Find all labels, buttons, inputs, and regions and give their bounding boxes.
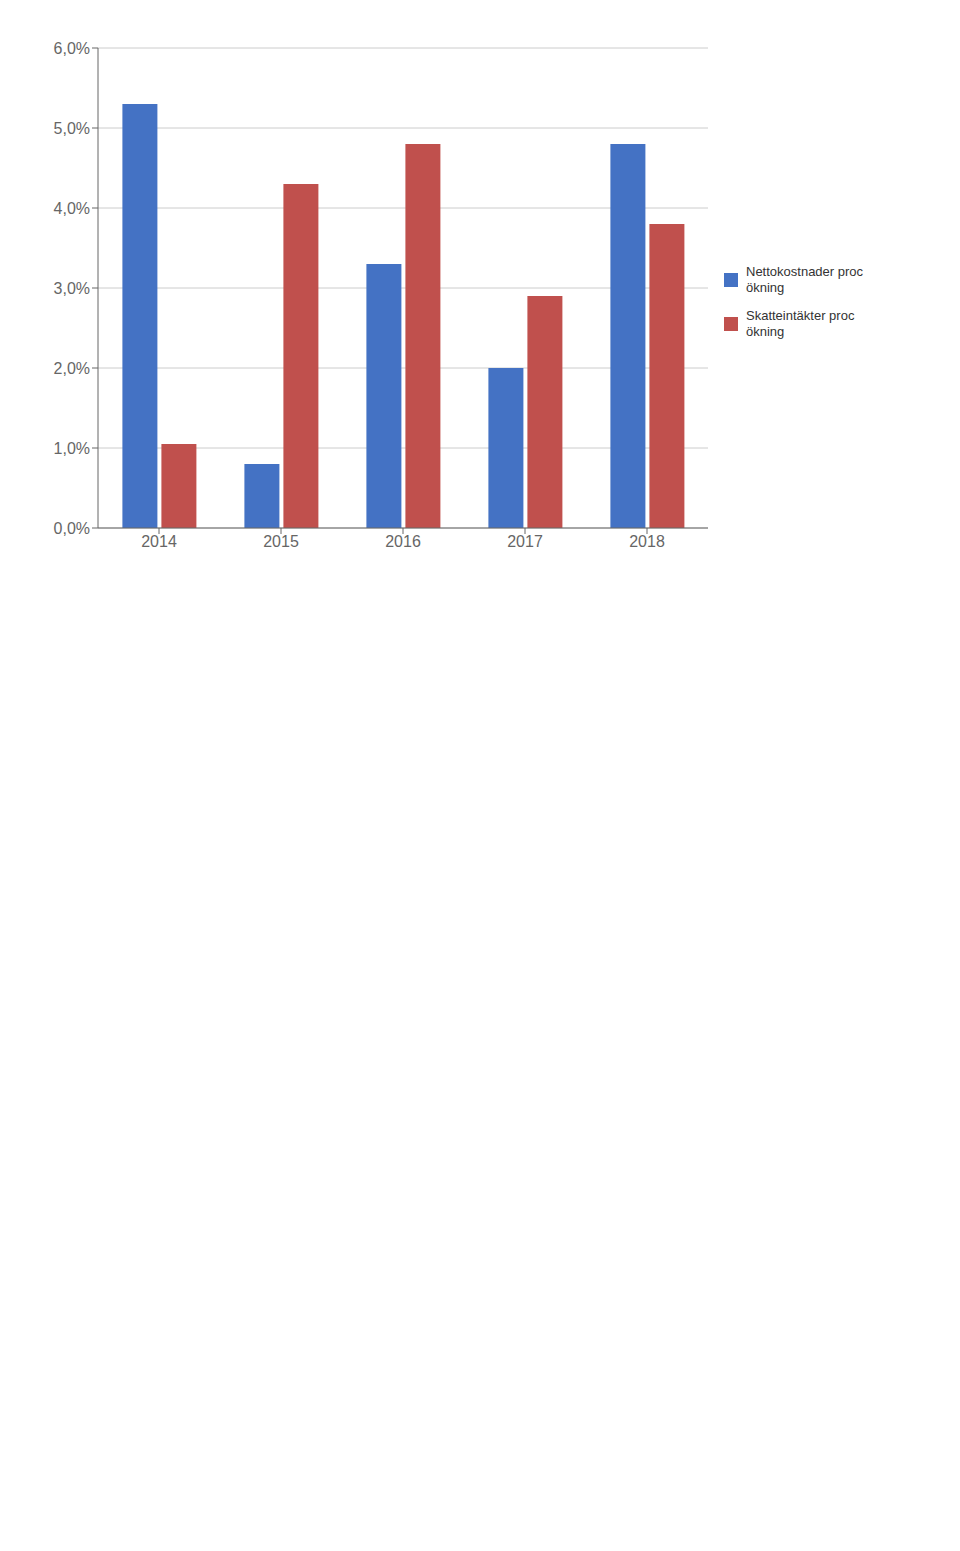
svg-text:1,0%: 1,0%	[54, 440, 90, 457]
svg-text:4,0%: 4,0%	[54, 200, 90, 217]
svg-text:0,0%: 0,0%	[54, 520, 90, 537]
svg-text:2014: 2014	[141, 533, 177, 550]
svg-text:6,0%: 6,0%	[54, 40, 90, 57]
html-text:ökning: ökning	[746, 280, 785, 295]
html-text:Nettokostnader proc: Nettokostnader proc	[746, 264, 864, 279]
svg-text:2015: 2015	[263, 533, 299, 550]
html-text:ökning: ökning	[746, 324, 785, 339]
html-text:Skatteintäkter proc: Skatteintäkter proc	[746, 308, 855, 323]
svg-text:2018: 2018	[629, 533, 665, 550]
svg-text:3,0%: 3,0%	[54, 280, 90, 297]
svg-text:2,0%: 2,0%	[54, 360, 90, 377]
svg-text:2017: 2017	[507, 533, 543, 550]
svg-text:5,0%: 5,0%	[54, 120, 90, 137]
svg-text:2016: 2016	[385, 533, 421, 550]
